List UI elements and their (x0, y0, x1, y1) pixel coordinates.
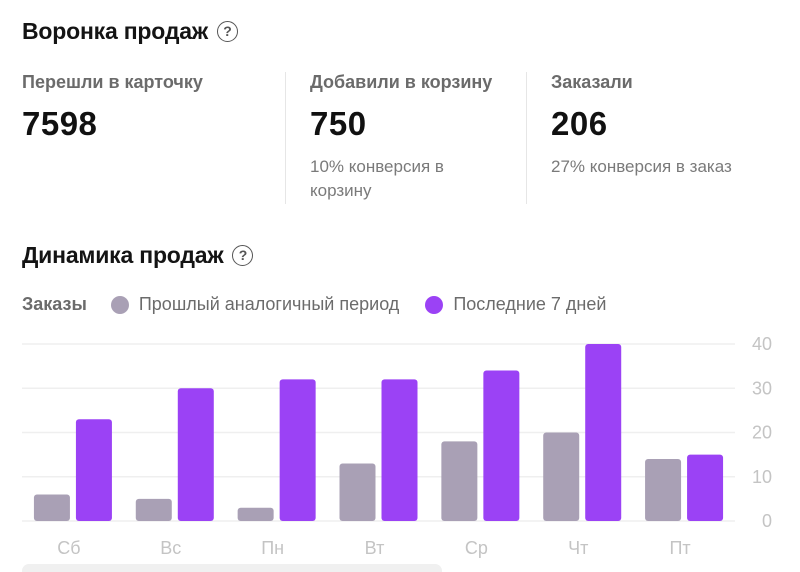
help-circle-icon[interactable]: ? (232, 245, 254, 266)
y-tick-label: 10 (752, 467, 772, 487)
bar-previous-period (645, 459, 682, 521)
bar-previous-period (339, 463, 376, 521)
x-tick-label: Ср (465, 538, 488, 558)
chart-legend: Заказы Прошлый аналогичный период Послед… (22, 294, 632, 315)
x-tick-label: Пн (261, 538, 284, 558)
metric-note: 10% конверсия в корзину (310, 157, 444, 200)
funnel-title: Воронка продаж (22, 18, 208, 44)
metric-card-orders: Заказали 206 27% конверсия в заказ (527, 72, 732, 204)
bar-previous-period (543, 432, 580, 521)
funnel-title-row: Воронка продаж ? (22, 18, 238, 45)
dynamics-title: Динамика продаж (22, 242, 224, 268)
metric-card-cart: Добавили в корзину 750 10% конверсия в к… (286, 72, 526, 204)
bar-last-7-days (483, 370, 520, 521)
metric-label: Заказали (551, 72, 633, 92)
help-circle-icon[interactable]: ? (216, 21, 238, 42)
bar-last-7-days (279, 379, 316, 521)
funnel-metrics: Перешли в карточку 7598 Добавили в корзи… (22, 72, 780, 204)
bar-last-7-days (585, 344, 622, 521)
bottom-scroll-hint (22, 564, 442, 572)
sales-bar-chart: 0 10 20 30 40 Сб Вс Пн Вт Ср Чт Пт (22, 334, 772, 558)
legend-dot (110, 295, 129, 314)
bar-last-7-days (687, 454, 724, 521)
metric-value: 206 (551, 105, 608, 142)
bar-last-7-days (75, 419, 112, 521)
divider (526, 72, 527, 204)
metric-value: 750 (310, 105, 367, 142)
bar-previous-period (237, 507, 274, 521)
metric-label: Перешли в карточку (22, 72, 203, 92)
bar-previous-period (441, 441, 478, 521)
legend-item-previous[interactable]: Прошлый аналогичный период (110, 294, 400, 315)
metric-value: 7598 (22, 105, 98, 142)
y-tick-label: 20 (752, 423, 772, 443)
y-tick-label: 0 (762, 511, 772, 531)
legend-dot (425, 295, 444, 314)
bar-last-7-days (381, 379, 418, 521)
bar-previous-period (33, 494, 70, 521)
metric-card-views: Перешли в карточку 7598 (22, 72, 285, 204)
x-tick-label: Чт (568, 538, 588, 558)
x-tick-label: Сб (57, 538, 80, 558)
metric-note: 27% конверсия в заказ (551, 157, 732, 176)
x-tick-label: Вт (365, 538, 385, 558)
legend-label: Последние 7 дней (453, 294, 607, 314)
divider (285, 72, 286, 204)
x-tick-label: Пт (669, 538, 690, 558)
x-tick-label: Вс (160, 538, 181, 558)
y-tick-label: 30 (752, 378, 772, 398)
legend-title: Заказы (22, 294, 87, 314)
metric-label: Добавили в корзину (310, 72, 493, 92)
bar-previous-period (135, 498, 172, 521)
bar-last-7-days (177, 388, 214, 521)
y-tick-label: 40 (752, 334, 772, 354)
legend-label: Прошлый аналогичный период (138, 294, 400, 314)
dynamics-title-row: Динамика продаж ? (22, 242, 254, 269)
legend-item-last-7-days[interactable]: Последние 7 дней (425, 294, 606, 315)
